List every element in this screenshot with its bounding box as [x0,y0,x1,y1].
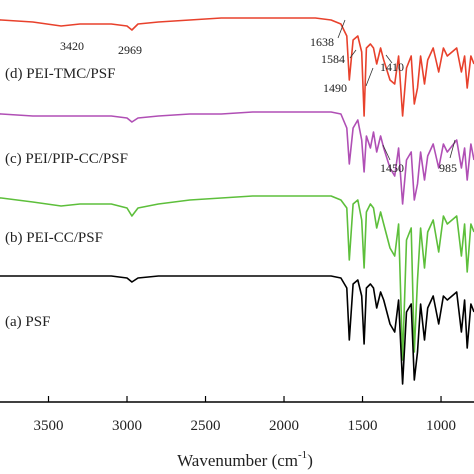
annotation-leader [337,19,346,39]
spectrum-line [0,17,474,117]
annotation-leader [385,54,393,64]
series-label: (c) PEI/PIP-CC/PSF [5,151,128,167]
annotation: 1410 [380,60,404,74]
annotation: 2969 [118,43,142,57]
x-tick-label: 1000 [426,418,456,434]
spectrum-line [0,111,474,205]
x-tick-label: 2500 [191,418,221,434]
x-axis-label-sup: -1 [298,449,307,461]
annotation-leader [382,144,391,161]
spectrum-line [0,275,474,385]
x-tick-label: 3000 [112,418,142,434]
x-tick-label: 1500 [348,418,378,434]
annotation: 985 [439,161,457,175]
series-label: (d) PEI-TMC/PSF [5,66,115,82]
series-label: (b) PEI-CC/PSF [5,230,103,246]
annotation: 1638 [310,35,334,49]
annotation: 3420 [60,39,84,53]
annotation: 1450 [380,161,404,175]
x-axis-label: Wavenumber (cm-1) [177,449,313,470]
annotation: 1490 [323,81,347,95]
annotation-leader [349,49,357,59]
annotation: 1584 [321,52,345,66]
x-tick-label: 2000 [269,418,299,434]
x-tick-label: 3500 [34,418,64,434]
series-label: (a) PSF [5,314,50,330]
annotation-leader [365,67,374,87]
x-axis-label-end: ) [307,451,313,470]
annotation-leader [449,139,456,159]
spectrum-line [0,195,474,361]
x-axis-label-text: Wavenumber (cm [177,451,298,470]
